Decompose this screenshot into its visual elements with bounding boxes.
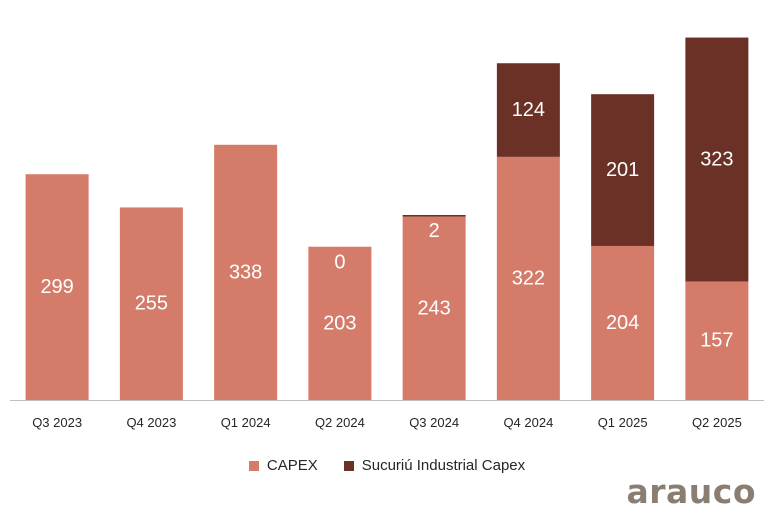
x-tick-label-7: Q2 2025 [692,415,742,430]
legend-item-sucuriu: Sucuriú Industrial Capex [343,457,526,474]
bar-capex-3 [308,246,372,400]
x-tick-label-0: Q3 2023 [32,415,82,430]
data-label-capex-1: 255 [135,293,168,315]
data-label-capex-5: 322 [512,267,545,289]
legend-label-sucuriu: Sucuriú Industrial Capex [361,457,526,474]
legend-label-capex: CAPEX [266,457,318,474]
x-tick-label-5: Q4 2024 [503,415,553,430]
bar-sucuriu-4 [402,215,466,217]
x-tick-label-1: Q4 2023 [126,415,176,430]
data-label-capex-0: 299 [40,276,73,298]
data-label-sucuriu-5: 124 [512,99,545,121]
data-label-sucuriu-7: 323 [700,149,733,171]
data-label-sucuriu-6: 201 [606,159,639,181]
data-label-capex-4: 243 [417,297,450,319]
chart-legend: CAPEX Sucuriú Industrial Capex [0,457,774,474]
bar-capex-0 [25,174,89,400]
legend-item-capex: CAPEX [248,457,318,474]
bar-sucuriu-6 [591,94,655,246]
x-tick-label-2: Q1 2024 [221,415,271,430]
data-label-sucuriu-3: 0 [334,252,345,274]
x-tick-label-6: Q1 2025 [598,415,648,430]
arauco-logo: arauco [626,472,756,511]
data-label-capex-3: 203 [323,312,356,334]
data-label-capex-6: 204 [606,312,639,334]
bar-capex-5 [496,156,560,400]
bar-sucuriu-7 [685,37,749,282]
bar-capex-4 [402,216,466,400]
data-label-capex-2: 338 [229,261,262,283]
bar-capex-1 [119,207,183,400]
x-tick-label-3: Q2 2024 [315,415,365,430]
legend-swatch-capex [248,460,259,471]
bar-capex-2 [214,144,278,400]
x-tick-label-4: Q3 2024 [409,415,459,430]
bar-chart: 299 Q3 2023 255 Q4 2023 338 Q1 2024 203 0 Q2 202… [10,37,764,430]
bar-capex-7 [685,281,749,400]
data-label-sucuriu-4: 2 [429,220,440,242]
bar-capex-6 [591,245,655,400]
bar-sucuriu-5 [496,63,560,157]
data-label-capex-7: 157 [700,330,733,352]
legend-swatch-sucuriu [343,460,354,471]
